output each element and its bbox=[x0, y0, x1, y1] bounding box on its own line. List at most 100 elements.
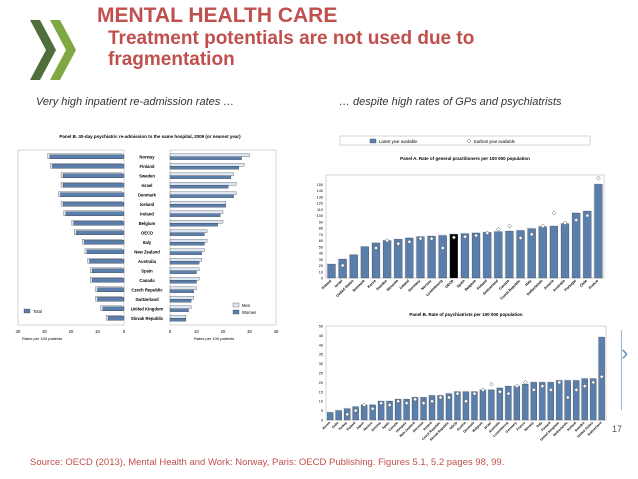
bar-latest bbox=[516, 230, 525, 279]
category-label: Turkey bbox=[338, 421, 348, 431]
marker-earliest bbox=[557, 380, 562, 385]
right-caption: … despite high rates of GPs and psychiat… bbox=[339, 96, 562, 108]
slide-subtitle: Treatment potentials are not used due to… bbox=[108, 28, 474, 70]
category-label: OECD bbox=[141, 230, 153, 235]
category-label: Czech Republic bbox=[131, 287, 163, 292]
bar-latest bbox=[472, 232, 481, 279]
category-label: Slovenia bbox=[386, 278, 400, 292]
subtitle-line-1: Treatment potentials are not used due to bbox=[108, 28, 475, 49]
right-tick-label: 0 bbox=[169, 329, 172, 334]
bar-latest bbox=[530, 382, 537, 421]
marker-earliest bbox=[440, 245, 446, 251]
bar-men bbox=[169, 315, 187, 319]
category-label: Poland bbox=[346, 421, 357, 432]
marker-earliest bbox=[463, 398, 469, 404]
y-tick-label: 0 bbox=[321, 419, 323, 423]
y-tick-label: 45 bbox=[319, 334, 323, 338]
bar-latest bbox=[494, 231, 503, 279]
slide-title: MENTAL HEALTH CARE bbox=[97, 4, 338, 27]
category-label: Belgium bbox=[464, 279, 477, 292]
bar-men bbox=[169, 182, 237, 186]
marker-earliest bbox=[585, 213, 590, 218]
bar-women bbox=[169, 308, 189, 312]
bar-latest bbox=[561, 223, 570, 279]
bar-women bbox=[169, 213, 221, 217]
bar-latest bbox=[454, 391, 461, 421]
y-tick-label: 90 bbox=[319, 220, 323, 224]
y-tick-label: 25 bbox=[319, 372, 323, 376]
bar-women bbox=[169, 251, 202, 255]
bar-latest bbox=[427, 236, 436, 279]
category-label: Mexico bbox=[363, 421, 374, 432]
left-caption: Very high inpatient re-admission rates … bbox=[36, 96, 235, 108]
bar-latest bbox=[445, 393, 453, 421]
category-label: Spain bbox=[381, 421, 390, 430]
bar-women bbox=[169, 242, 205, 246]
bar-latest bbox=[594, 184, 603, 279]
marker-earliest bbox=[395, 398, 401, 404]
marker-earliest bbox=[340, 263, 345, 268]
plot-frame-left bbox=[17, 149, 125, 326]
source-footer: Source: OECD (2013), Mental Health and W… bbox=[30, 457, 505, 468]
legend-label-earliest: Earliest year available bbox=[474, 139, 516, 144]
y-tick-label: 20 bbox=[319, 381, 323, 385]
bar-latest bbox=[449, 234, 458, 279]
bar-men bbox=[169, 201, 226, 205]
marker-earliest bbox=[412, 397, 418, 402]
marker-earliest bbox=[421, 400, 426, 406]
category-label: Italy bbox=[525, 279, 533, 287]
category-label: Ireland bbox=[422, 421, 432, 431]
marker-earliest bbox=[344, 412, 350, 417]
marker-earliest bbox=[455, 391, 460, 396]
marker-earliest bbox=[562, 220, 568, 226]
bar-total bbox=[84, 240, 125, 245]
bar-women bbox=[169, 318, 187, 322]
oecd-chevrons-icon bbox=[30, 20, 76, 80]
bar-latest bbox=[522, 384, 529, 421]
legend-swatch-latest bbox=[369, 138, 377, 144]
bar-women bbox=[169, 156, 242, 160]
right-axis-label: Rates per 100 patients bbox=[194, 336, 234, 341]
bar-men bbox=[169, 305, 192, 309]
category-label: OECD bbox=[444, 279, 454, 289]
marker-earliest bbox=[404, 400, 409, 406]
marker-earliest bbox=[446, 395, 452, 400]
subtitle-line-2: fragmentation bbox=[108, 49, 235, 70]
bar-latest bbox=[483, 232, 492, 279]
bar-latest bbox=[505, 386, 512, 421]
category-label: Korea bbox=[322, 421, 332, 431]
bar-latest bbox=[438, 235, 447, 279]
right-tick-label: 10 bbox=[194, 329, 199, 334]
bar-latest bbox=[583, 211, 592, 279]
y-tick-label: 10 bbox=[319, 270, 323, 274]
bar-latest bbox=[564, 380, 571, 421]
category-label: Australia bbox=[138, 259, 157, 264]
bar-men bbox=[169, 248, 205, 252]
bar-total bbox=[49, 154, 125, 159]
y-tick-label: 60 bbox=[319, 239, 323, 243]
bar-men bbox=[169, 286, 197, 290]
category-label: Switzerland bbox=[135, 297, 159, 302]
marker-earliest bbox=[496, 227, 501, 232]
category-label: OECD bbox=[449, 420, 459, 430]
y-tick-label: 70 bbox=[319, 233, 323, 237]
legend-label-total: Total bbox=[33, 309, 42, 314]
bar-latest bbox=[338, 259, 347, 279]
bar-total bbox=[97, 297, 125, 302]
right-tick-label: 20 bbox=[221, 329, 226, 334]
bar-latest bbox=[349, 254, 358, 279]
marker-earliest bbox=[418, 236, 423, 241]
category-label: Norway bbox=[523, 421, 534, 432]
page-number: 17 bbox=[612, 424, 623, 434]
category-label: Chile bbox=[331, 421, 340, 430]
category-label: New Zealand bbox=[134, 249, 160, 254]
bar-men bbox=[169, 229, 208, 233]
marker-earliest bbox=[378, 400, 384, 406]
bar-total bbox=[92, 278, 125, 283]
category-label: Slovak Republic bbox=[131, 316, 164, 321]
category-label: Finland bbox=[476, 279, 488, 291]
bar-total bbox=[97, 287, 125, 292]
left-tick-label: 30 bbox=[42, 329, 47, 334]
category-label: United Kingdom bbox=[131, 306, 164, 311]
category-label: Germany bbox=[407, 279, 421, 293]
